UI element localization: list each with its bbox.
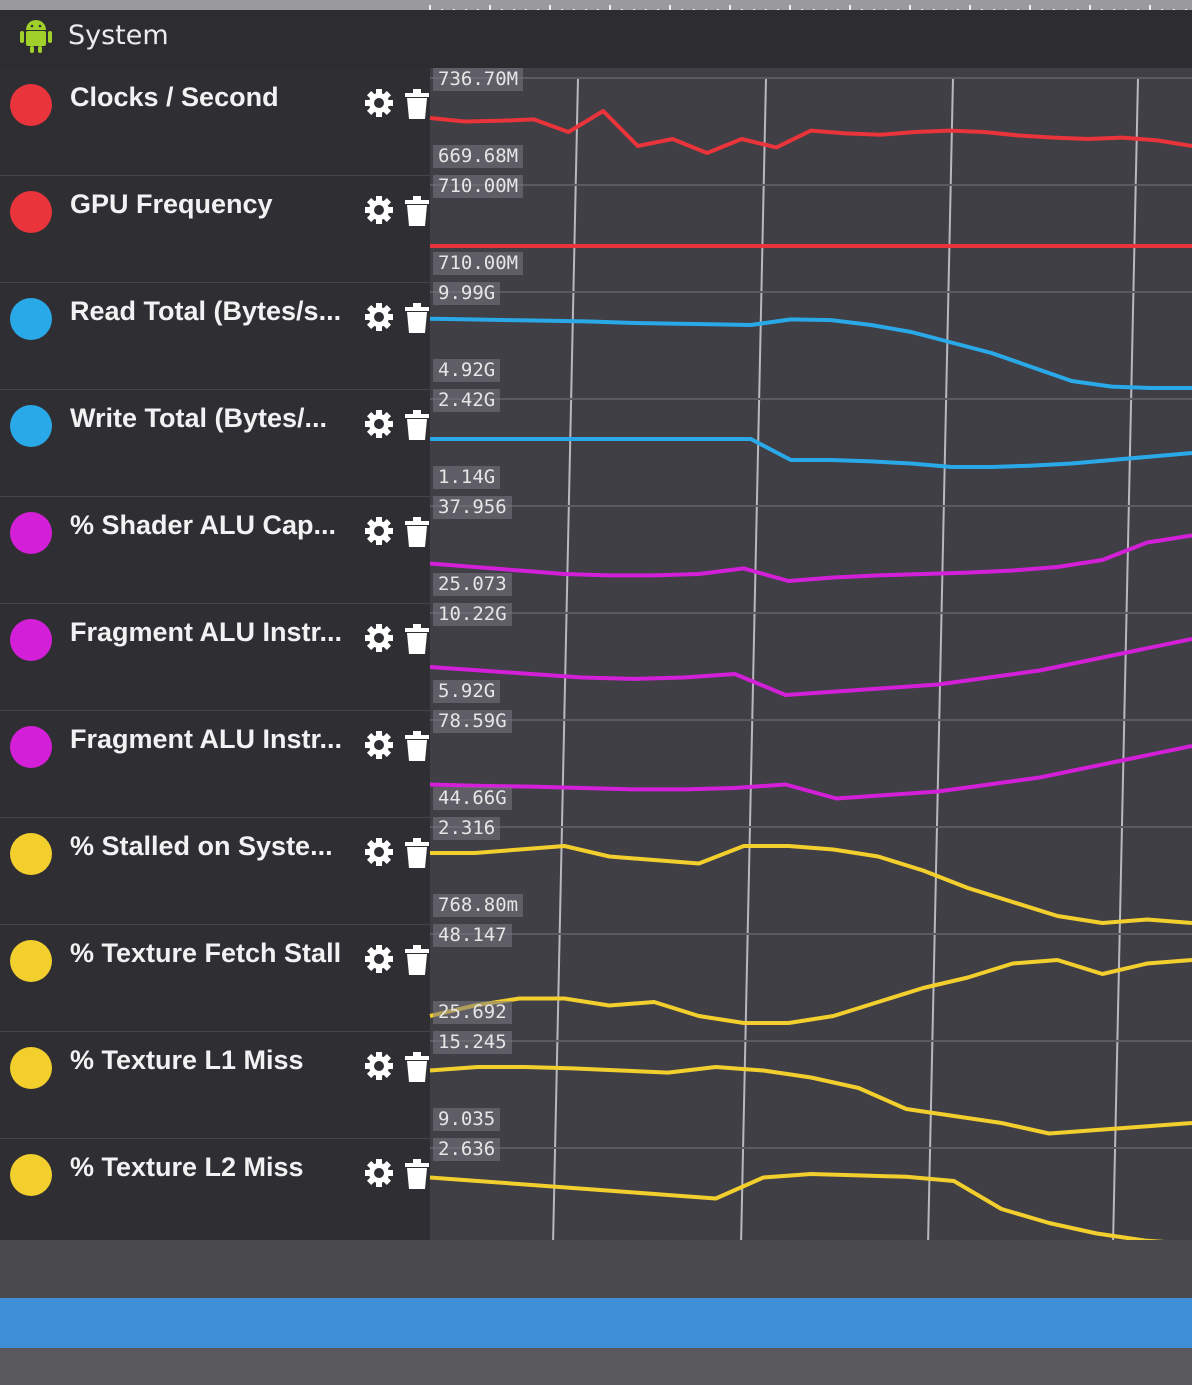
series-line-fragment-alu-instr-2	[429, 744, 1192, 801]
value-label-max: 78.59G	[433, 710, 512, 733]
section-title: System	[68, 20, 169, 51]
counter-label: % Texture L1 Miss	[70, 1045, 304, 1075]
counter-label: Fragment ALU Instr...	[70, 724, 343, 754]
value-label-max: 15.245	[433, 1031, 512, 1054]
series-color-dot[interactable]	[10, 405, 52, 447]
trash-icon[interactable]	[404, 730, 430, 762]
gear-icon[interactable]	[364, 730, 394, 760]
value-label-max: 2.316	[433, 817, 501, 840]
value-label-min: 5.92G	[433, 680, 501, 703]
value-label-min: 768.80m	[433, 894, 524, 917]
gear-icon[interactable]	[364, 623, 394, 653]
value-label-min: 25.073	[433, 573, 512, 596]
series-color-dot[interactable]	[10, 84, 52, 126]
trash-icon[interactable]	[404, 88, 430, 120]
series-color-dot[interactable]	[10, 726, 52, 768]
series-color-dot[interactable]	[10, 619, 52, 661]
series-color-dot[interactable]	[10, 191, 52, 233]
grid-vertical-line	[552, 77, 579, 1246]
grid-vertical-line	[740, 77, 767, 1246]
series-line-write-total	[430, 437, 1192, 469]
horizontal-scrollbar[interactable]	[0, 1298, 1192, 1348]
trash-icon[interactable]	[404, 516, 430, 548]
value-label-max: 2.636	[433, 1138, 501, 1161]
value-label-min: 4.92G	[433, 359, 501, 382]
value-label-min: 9.035	[433, 1108, 501, 1131]
series-line-read-total	[429, 316, 1192, 390]
trash-icon[interactable]	[404, 302, 430, 334]
series-line-clocks-per-second	[429, 109, 1192, 155]
trash-icon[interactable]	[404, 837, 430, 869]
counter-label: Read Total (Bytes/s...	[70, 296, 342, 326]
series-color-dot[interactable]	[10, 1047, 52, 1089]
counter-label: % Texture Fetch Stall	[70, 938, 342, 968]
value-label-max: 710.00M	[433, 175, 524, 198]
gear-icon[interactable]	[364, 1051, 394, 1081]
value-label-min: 669.68M	[433, 145, 524, 168]
value-label-max: 37.956	[433, 496, 512, 519]
gear-icon[interactable]	[364, 302, 394, 332]
counter-row[interactable]: % Stalled on Syste...	[0, 817, 430, 925]
value-label-min: 710.00M	[433, 252, 524, 275]
counter-label: % Texture L2 Miss	[70, 1152, 304, 1182]
counter-label: % Shader ALU Cap...	[70, 510, 337, 540]
counter-row[interactable]: Read Total (Bytes/s...	[0, 282, 430, 390]
value-label-max: 48.147	[433, 924, 512, 947]
series-line-stalled-on-system	[430, 844, 1192, 925]
counter-row[interactable]: % Texture L2 Miss	[0, 1138, 430, 1246]
android-icon	[20, 20, 52, 53]
trash-icon[interactable]	[404, 195, 430, 227]
gear-icon[interactable]	[364, 516, 394, 546]
counter-row[interactable]: Fragment ALU Instr...	[0, 710, 430, 818]
value-label-min: 44.66G	[433, 787, 512, 810]
series-line-texture-l2-miss	[429, 1172, 1192, 1246]
counter-label: Fragment ALU Instr...	[70, 617, 343, 647]
series-color-dot[interactable]	[10, 512, 52, 554]
series-color-dot[interactable]	[10, 1154, 52, 1196]
grid-vertical-line	[1112, 77, 1139, 1246]
value-label-max: 736.70M	[433, 68, 524, 91]
counter-label: % Stalled on Syste...	[70, 831, 333, 861]
counter-label: Clocks / Second	[70, 82, 279, 112]
value-label-min: 1.14G	[433, 466, 501, 489]
value-label-min: 25.692	[433, 1001, 512, 1024]
value-label-max: 10.22G	[433, 603, 512, 626]
counter-row[interactable]: Write Total (Bytes/...	[0, 389, 430, 497]
value-label-max: 2.42G	[433, 389, 501, 412]
counter-label: Write Total (Bytes/...	[70, 403, 328, 433]
value-label-max: 9.99G	[433, 282, 501, 305]
gear-icon[interactable]	[364, 195, 394, 225]
trash-icon[interactable]	[404, 409, 430, 441]
counter-row[interactable]: % Texture Fetch Stall	[0, 924, 430, 1032]
series-line-texture-fetch-stall	[429, 958, 1192, 1025]
counter-row[interactable]: GPU Frequency	[0, 175, 430, 283]
graph-footer-area	[0, 1240, 1192, 1298]
trash-icon[interactable]	[404, 944, 430, 976]
grid-vertical-line	[927, 77, 954, 1246]
trash-icon[interactable]	[404, 1158, 430, 1190]
counter-list: Clocks / Second GPU Frequency Read Total (…	[0, 68, 430, 1246]
counter-row[interactable]: Fragment ALU Instr...	[0, 603, 430, 711]
series-color-dot[interactable]	[10, 298, 52, 340]
trash-icon[interactable]	[404, 1051, 430, 1083]
gear-icon[interactable]	[364, 1158, 394, 1188]
status-bar	[0, 1348, 1192, 1385]
counter-row[interactable]: % Shader ALU Cap...	[0, 496, 430, 604]
counter-label: GPU Frequency	[70, 189, 273, 219]
series-line-shader-alu-capacity	[429, 533, 1192, 583]
counter-row[interactable]: % Texture L1 Miss	[0, 1031, 430, 1139]
trash-icon[interactable]	[404, 623, 430, 655]
section-header[interactable]: System	[0, 10, 1192, 68]
series-line-texture-l1-miss	[429, 1065, 1192, 1136]
series-color-dot[interactable]	[10, 940, 52, 982]
gear-icon[interactable]	[364, 837, 394, 867]
gear-icon[interactable]	[364, 88, 394, 118]
series-color-dot[interactable]	[10, 833, 52, 875]
counter-row[interactable]: Clocks / Second	[0, 68, 430, 176]
gear-icon[interactable]	[364, 409, 394, 439]
gear-icon[interactable]	[364, 944, 394, 974]
series-line-fragment-alu-instr-1	[429, 637, 1192, 697]
